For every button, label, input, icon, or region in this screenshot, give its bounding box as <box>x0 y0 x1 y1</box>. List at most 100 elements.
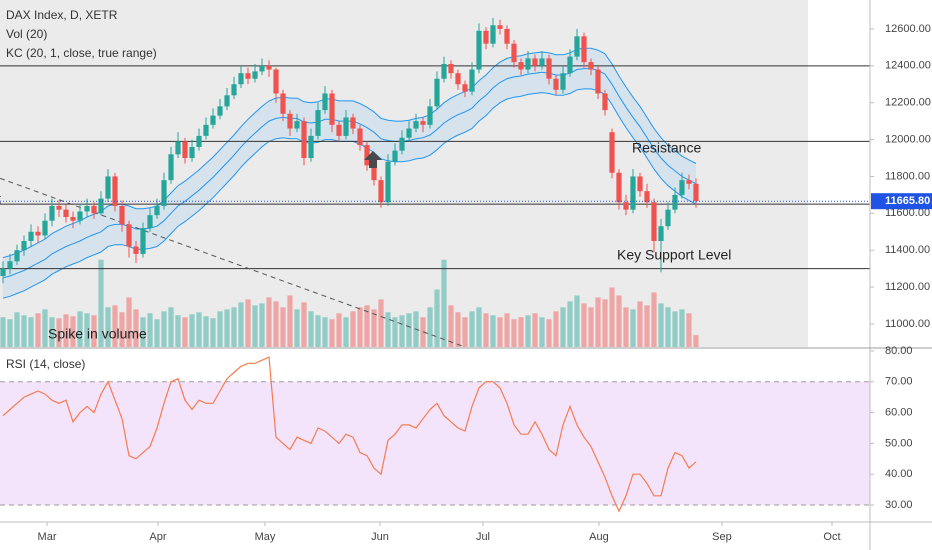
candle-body <box>175 141 181 155</box>
candle-body <box>434 78 440 107</box>
volume-bar <box>378 299 384 347</box>
candle-body <box>399 137 405 151</box>
candle-body <box>42 220 48 236</box>
volume-bar <box>469 311 475 347</box>
candle-body <box>217 106 223 116</box>
candle-body <box>658 226 664 241</box>
candle-body <box>539 58 545 66</box>
candle-body <box>77 211 83 221</box>
volume-bar <box>602 299 608 347</box>
candle-body <box>490 25 496 44</box>
candle-body <box>49 205 55 221</box>
volume-bar <box>609 287 615 347</box>
candle-body <box>273 69 279 94</box>
y-tick-label: 11000.00 <box>885 318 930 330</box>
volume-bar <box>518 317 524 347</box>
volume-bar <box>224 309 230 347</box>
y-tick-label: 11800.00 <box>885 170 930 182</box>
candle-body <box>238 73 244 85</box>
volume-bar <box>245 299 251 347</box>
volume-bar <box>581 303 587 347</box>
volume-bar <box>679 309 685 347</box>
volume-bar <box>14 312 20 347</box>
candle-body <box>182 141 188 159</box>
candle-body <box>588 62 594 70</box>
candle-body <box>0 268 6 277</box>
candle-body <box>665 209 671 227</box>
volume-bar <box>315 315 321 347</box>
y-tick-label: 11400.00 <box>885 244 930 256</box>
candle-body <box>119 205 125 225</box>
date-range-highlight <box>0 0 808 347</box>
candle-body <box>413 121 419 129</box>
candle-body <box>301 121 307 159</box>
candle-body <box>28 231 34 241</box>
candle-body <box>21 240 27 251</box>
volume-bar <box>49 317 55 347</box>
candle-body <box>364 145 370 166</box>
volume-bar <box>462 317 468 347</box>
candle-body <box>574 36 580 57</box>
candle-body <box>140 228 146 254</box>
volume-bar <box>266 297 272 347</box>
volume-bar <box>658 303 664 347</box>
candle-body <box>357 128 363 146</box>
background <box>0 0 808 347</box>
volume-bar <box>497 317 503 347</box>
volume-bar <box>231 307 237 347</box>
volume-bar <box>217 311 223 347</box>
candle-body <box>280 93 286 114</box>
candle-body <box>511 43 517 63</box>
volume-bar <box>665 307 671 347</box>
volume-bar <box>686 313 692 347</box>
volume-bar <box>637 301 643 347</box>
candle-body <box>308 135 314 159</box>
candle-body <box>448 63 454 74</box>
legend-symbol: DAX Index, D, XETR <box>6 8 118 22</box>
candle-body <box>266 65 272 70</box>
candle-body <box>70 217 76 221</box>
volume-bar <box>644 305 650 347</box>
last-price-label: 11665.80 <box>885 195 930 207</box>
last-price-box <box>871 193 932 210</box>
volume-bar <box>476 307 482 347</box>
volume-bar <box>35 313 41 347</box>
volume-bar <box>63 314 69 347</box>
candle-body <box>126 224 132 247</box>
volume-bar <box>154 319 160 347</box>
y-tick-label: 40.00 <box>885 468 913 480</box>
y-tick-label: 50.00 <box>885 437 913 449</box>
candle-body <box>231 84 237 96</box>
volume-bar <box>98 259 104 347</box>
candle-body <box>259 65 265 72</box>
volume-bar <box>77 311 83 347</box>
volume-bar <box>28 317 34 347</box>
candle-body <box>322 93 328 111</box>
candle-body <box>56 205 62 210</box>
candle-body <box>112 176 118 206</box>
candle-body <box>609 132 615 173</box>
volume-bar <box>490 315 496 347</box>
candle-body <box>371 165 377 181</box>
volume-bar <box>161 311 167 347</box>
candle-body <box>154 205 160 216</box>
legend-kc: KC (20, 1, close, true range) <box>6 46 157 60</box>
candle-body <box>651 202 657 241</box>
candle-body <box>567 56 573 74</box>
candle-body <box>693 183 699 202</box>
candle-body <box>105 176 111 199</box>
legend-rsi: RSI (14, close) <box>6 357 85 371</box>
y-tick-label: 70.00 <box>885 376 913 388</box>
y-tick-label: 12000.00 <box>885 133 931 145</box>
candle-body <box>210 115 216 125</box>
volume-bar <box>630 309 636 347</box>
rsi-band <box>0 381 870 506</box>
volume-bar <box>147 313 153 347</box>
volume-bar <box>448 305 454 347</box>
candle-body <box>287 113 293 129</box>
volume-bar <box>182 317 188 347</box>
candle-body <box>469 69 475 92</box>
plot-layer <box>0 17 870 513</box>
